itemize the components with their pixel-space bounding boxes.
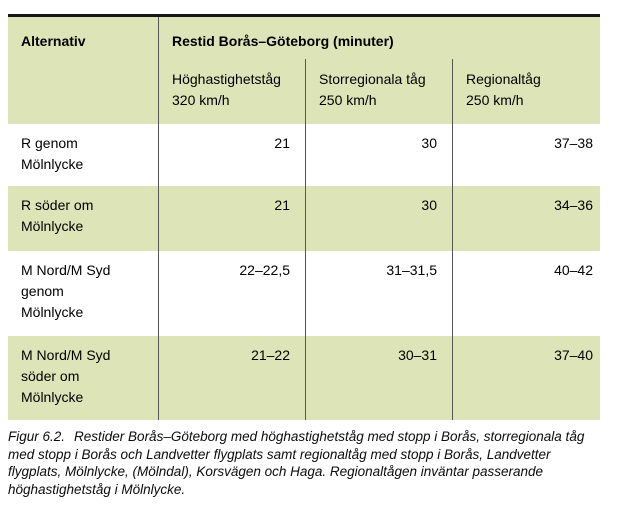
value-cell: 31–31,5 xyxy=(306,251,453,336)
corner-header-alternativ: Alternativ xyxy=(8,17,159,124)
value-cell: 21 xyxy=(159,186,306,251)
figure-caption-label: Figur 6.2. xyxy=(8,429,66,444)
value-cell: 21–22 xyxy=(159,336,306,420)
subheader-hoghastighetstag: Höghastighetståg 320 km/h xyxy=(159,59,306,124)
subheader-regionaltag: Regionaltåg 250 km/h xyxy=(453,59,600,124)
row-label: M Nord/M Syd genom Mölnlycke xyxy=(8,251,159,336)
subheader-storregionala-tag: Storregionala tåg 250 km/h xyxy=(306,59,453,124)
row-label: M Nord/M Syd söder om Mölnlycke xyxy=(8,336,159,420)
table-main-header: Restid Borås–Göteborg (minuter) xyxy=(159,17,600,59)
figure-caption-text: Restider Borås–Göteborg med höghastighet… xyxy=(8,429,585,497)
value-cell: 21 xyxy=(159,124,306,186)
figure-page: Alternativ Restid Borås–Göteborg (minute… xyxy=(8,14,600,498)
travel-time-table: Alternativ Restid Borås–Göteborg (minute… xyxy=(8,14,600,420)
value-cell: 30 xyxy=(306,124,453,186)
row-label: R söder om Mölnlycke xyxy=(8,186,159,251)
value-cell: 37–38 xyxy=(453,124,600,186)
value-cell: 22–22,5 xyxy=(159,251,306,336)
value-cell: 37–40 xyxy=(453,336,600,420)
figure-caption: Figur 6.2. Restider Borås–Göteborg med hö… xyxy=(8,428,600,498)
value-cell: 40–42 xyxy=(453,251,600,336)
value-cell: 34–36 xyxy=(453,186,600,251)
value-cell: 30 xyxy=(306,186,453,251)
row-label: R genom Mölnlycke xyxy=(8,124,159,186)
value-cell: 30–31 xyxy=(306,336,453,420)
